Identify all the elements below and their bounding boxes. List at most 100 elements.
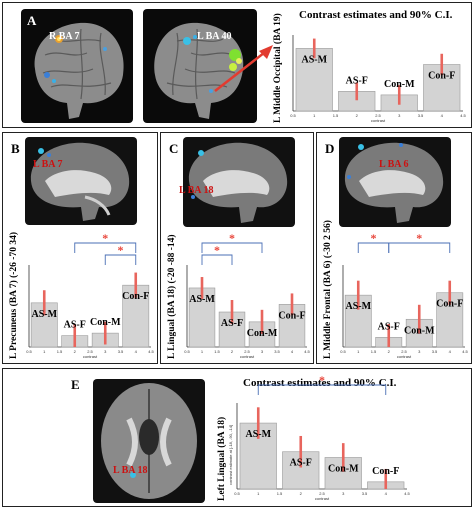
bar-label: Con-F [278,310,305,321]
x-tick-label: 1.5 [277,491,283,496]
x-tick-label: 4 [135,349,138,354]
x-tick-label: 4.5 [148,349,154,354]
x-tick-label: 3 [104,349,107,354]
brain-render-right-lateral [21,9,133,123]
bar-label: AS-F [346,75,368,86]
significance-star: * [102,231,108,245]
significance-star: * [229,231,235,245]
significance-bracket [201,254,233,265]
bar-label: AS-M [301,54,327,65]
panel-b: B L BA 7 L Precuneus (BA 7) (-26 -70 34)… [2,132,158,364]
significance-star: * [416,231,422,245]
panel-a: A R BA 7 L BA 40 [2,2,472,128]
x-tick-label: 4.5 [460,113,466,118]
significance-bracket [104,254,137,265]
x-tick-label: 1 [201,349,204,354]
x-tick-label: 1 [257,491,260,496]
chart-svg: 0.5 1 1.5 2 2.5 3 3.5 4 4.5 contrast AS-M AS-F Con-M… [290,35,467,123]
significance-bracket [201,242,263,253]
panel-label-d: D [325,141,335,156]
x-tick-label: 4 [441,113,444,118]
x-tick-label: 2.5 [87,349,93,354]
panel-c: C L BA 18 L Lingual (BA 18) (-20 -88 -14… [160,132,314,364]
x-axis-label: contrast [83,354,98,359]
panel-d: D L BA 6 L Middle Frontal (BA 6) (-30 2 … [316,132,472,364]
x-tick-label: 2 [231,349,234,354]
panel-label-a: A [27,13,37,28]
x-tick-label: 2 [356,113,359,118]
x-tick-label: 0.5 [184,349,190,354]
bar-label: Con-M [90,317,121,328]
x-tick-label: 3 [261,349,264,354]
x-tick-label: 4.5 [304,349,310,354]
x-tick-label: 3.5 [432,349,438,354]
bar-label: AS-M [189,294,215,305]
bar-label: AS-F [64,320,86,331]
x-tick-label: 2.5 [244,349,250,354]
region-label-b: L BA 7 [33,159,63,170]
bar-label: Con-F [372,466,399,477]
region-label-d: L BA 6 [379,159,409,170]
x-tick-label: 1 [43,349,46,354]
pointer-arrow [214,45,273,92]
x-tick-label: 2.5 [319,491,325,496]
region-label-c: L BA 18 [179,185,214,196]
x-axis-label: contrast [240,354,255,359]
x-tick-label: 2 [74,349,77,354]
bar-label: Con-M [384,79,415,90]
brain-sagittal-b-image [30,142,130,221]
panel-e: E L BA 18 Contrast estimates and 90% C.I… [2,368,472,507]
bar-label: Con-F [428,71,455,82]
significance-bracket [74,242,137,253]
x-tick-label: 1 [313,113,316,118]
x-tick-label: 0.5 [234,491,240,496]
x-tick-label: 3.5 [362,491,368,496]
x-tick-label: 4 [449,349,452,354]
chart-title: Contrast estimates and 90% C.I. [299,9,453,21]
chart-svg: 0.5 1 1.5 2 2.5 3 3.5 4 4.5 contrast AS-M AS-F Con-M… [26,231,154,359]
bar-label: AS-F [290,458,312,469]
x-tick-label: 4 [291,349,294,354]
significance-star: * [118,243,124,257]
x-tick-label: 3.5 [418,113,424,118]
x-tick-label: 3 [418,349,421,354]
significance-bracket [257,384,387,395]
x-tick-label: 2 [388,349,391,354]
x-tick-label: 4 [385,491,388,496]
brain-sagittal-c [183,137,295,227]
panel-label-b: B [11,141,20,156]
x-axis-label: contrast [371,118,386,123]
bar-label: Con-M [404,325,435,336]
brain-sagittal-b [25,137,137,225]
x-tick-label: 3 [342,491,345,496]
bar-label: Con-M [328,463,359,474]
x-tick-label: 2.5 [401,349,407,354]
x-tick-label: 1.5 [333,113,339,118]
x-tick-label: 2.5 [375,113,381,118]
chart-e: Contrast estimates and 90% C.I. Left Ling… [215,373,411,503]
x-axis-label: contrast [397,354,412,359]
chart-b: L Precuneus (BA 7) (-26 -70 34) 0.5 1 1.5 2 2… [7,229,155,361]
x-tick-label: 3.5 [118,349,124,354]
panel-label-c: C [169,141,179,156]
x-tick-label: 4.5 [462,349,468,354]
region-label-r-ba7: R BA 7 [49,31,80,42]
bar-label: AS-F [378,321,400,332]
y-axis-note: contrast estimate at [-18, -90, -14] [228,425,233,485]
bar-label: Con-M [247,328,278,339]
significance-star: * [371,231,377,245]
bar-label: AS-F [221,318,243,329]
brain-sagittal-d-image [344,142,444,223]
x-tick-label: 0.5 [26,349,32,354]
chart-a: Contrast estimates and 90% C.I. L Middle … [271,9,467,125]
x-tick-label: 1.5 [57,349,63,354]
x-tick-label: 3 [398,113,401,118]
panel-label-e: E [71,377,80,392]
x-tick-label: 4.5 [404,491,410,496]
x-tick-label: 0.5 [340,349,346,354]
chart-svg: 0.5 1 1.5 2 2.5 3 3.5 4 4.5 contrast AS-M AS-F Con-M… [340,231,468,359]
bar-label: AS-M [345,301,371,312]
chart-title: Contrast estimates and 90% C.I. [243,377,397,389]
brain-right-lateral-image [34,22,124,119]
brain-axial-e-image [101,383,197,499]
